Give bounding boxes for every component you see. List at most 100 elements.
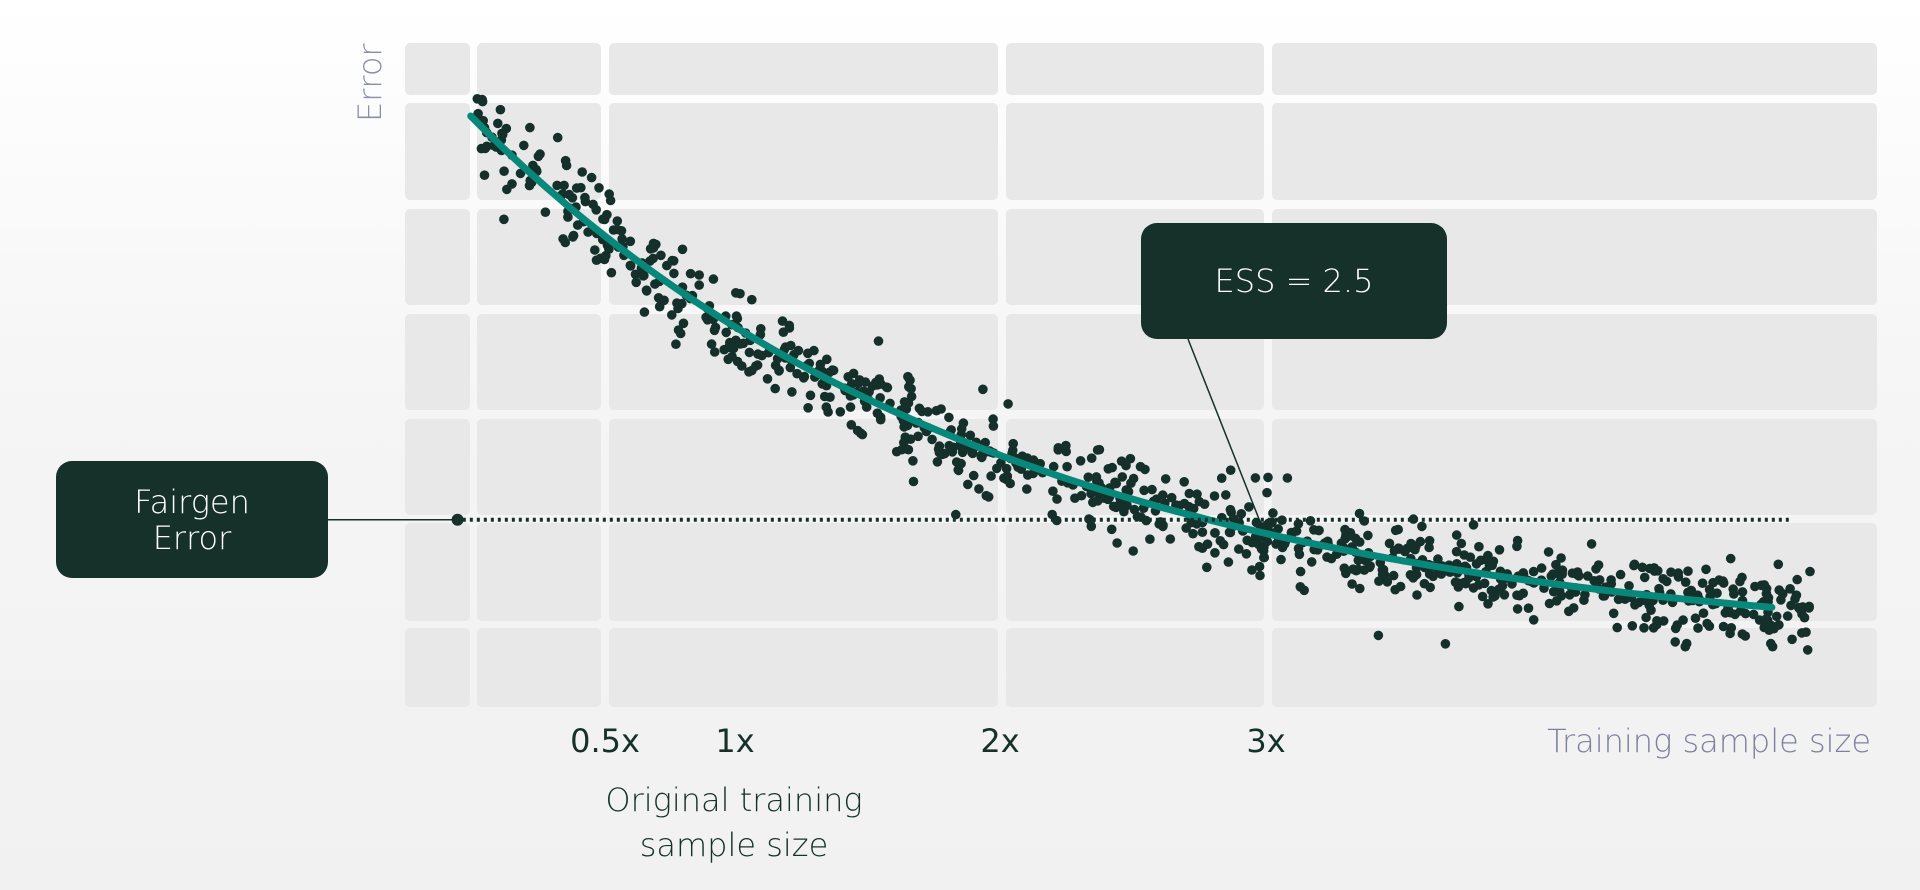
scatter-point (1572, 567, 1583, 577)
scatter-point (1390, 584, 1400, 595)
grid-cell (1006, 103, 1264, 200)
scatter-point (1022, 484, 1032, 494)
scatter-point (606, 267, 617, 278)
scatter-point (1221, 490, 1231, 500)
scatter-point (590, 245, 600, 255)
scatter-point (1554, 586, 1565, 597)
scatter-point (845, 402, 856, 412)
scatter-point (1106, 524, 1117, 535)
scatter-point (1139, 485, 1149, 496)
scatter-point (900, 432, 911, 443)
scatter-point (552, 132, 563, 143)
scatter-point (1225, 465, 1236, 476)
scatter-point (823, 407, 833, 417)
scatter-point (1250, 473, 1261, 483)
scatter-point (1202, 562, 1212, 573)
scatter-point (1128, 473, 1139, 484)
scatter-point (1210, 528, 1220, 538)
scatter-point (1345, 528, 1356, 538)
scatter-point (1129, 504, 1140, 515)
scatter-point (1528, 615, 1539, 625)
scatter-point (671, 339, 681, 350)
scatter-point (552, 180, 562, 191)
scatter-point (965, 430, 976, 441)
x-tick-2x: 2x (980, 722, 1020, 760)
scatter-point (1209, 491, 1220, 501)
scatter-point (1225, 504, 1236, 515)
scatter-point (1244, 502, 1254, 512)
scatter-point (875, 414, 886, 425)
scatter-point (1119, 506, 1129, 517)
scatter-point (981, 490, 992, 501)
scatter-point (1737, 587, 1748, 597)
grid-cell (405, 419, 470, 515)
scatter-point (709, 325, 720, 336)
scatter-point (1048, 461, 1059, 472)
scatter-point (673, 303, 683, 314)
fit-curve (467, 112, 1776, 611)
scatter-point (1062, 461, 1072, 472)
scatter-point (1658, 574, 1668, 584)
scatter-point (956, 458, 966, 469)
scatter-point (1128, 546, 1138, 556)
scatter-point (586, 172, 597, 183)
scatter-point (835, 407, 846, 417)
scatter-point (561, 160, 572, 171)
scatter-point (495, 104, 506, 115)
scatter-point (591, 255, 602, 265)
x-tick-3x: 3x (1246, 722, 1286, 760)
fairgen-error-label: Fairgen Error (134, 482, 250, 557)
scatter-point (1512, 535, 1523, 546)
scatter-point (988, 414, 998, 424)
scatter-point (1428, 571, 1438, 582)
scatter-point (1483, 599, 1493, 609)
scatter-point (1379, 570, 1390, 580)
scatter-point (1247, 565, 1257, 575)
scatter-point (1766, 620, 1777, 631)
scatter-point (685, 268, 696, 279)
scatter-point (1488, 592, 1498, 602)
scatter-point (1354, 508, 1365, 519)
scatter-point (1639, 572, 1650, 583)
scatter-point (1683, 566, 1693, 576)
scatter-point (653, 293, 664, 303)
scatter-point (1450, 577, 1461, 587)
scatter-point (1241, 549, 1252, 559)
scatter-point (702, 315, 713, 325)
scatter-point (669, 268, 679, 279)
scatter-point (1188, 503, 1199, 514)
scatter-point (580, 192, 590, 203)
scatter-point (1536, 563, 1547, 573)
scatter-point (1543, 547, 1554, 557)
scatter-point (787, 387, 797, 397)
grid-cell (609, 314, 998, 410)
scatter-point (1728, 584, 1738, 594)
scatter-point (774, 365, 784, 376)
scatter-point (1197, 527, 1208, 537)
scatter-point (1639, 623, 1649, 633)
grid-cell (477, 43, 601, 95)
scatter-point (583, 227, 593, 237)
scatter-point (1406, 541, 1416, 552)
scatter-point (1773, 559, 1784, 570)
scatter-point (1497, 581, 1508, 591)
scatter-point (617, 234, 627, 244)
scatter-point (591, 205, 601, 215)
scatter-point (528, 160, 538, 171)
scatter-point (1474, 541, 1484, 552)
grid-cell (405, 523, 470, 621)
scatter-point (568, 232, 578, 242)
scatter-point (861, 402, 872, 412)
scatter-point (631, 277, 641, 288)
scatter-point (1615, 569, 1626, 580)
scatter-point (571, 183, 582, 193)
scatter-point (641, 285, 652, 296)
scatter-point (847, 379, 857, 389)
scatter-point (1291, 526, 1302, 536)
scatter-point (1693, 623, 1703, 633)
scatter-point (1608, 608, 1619, 619)
scatter-point (1003, 399, 1013, 409)
scatter-point (1263, 472, 1273, 483)
scatter-point (1210, 548, 1220, 558)
grid-cell (1272, 103, 1877, 200)
